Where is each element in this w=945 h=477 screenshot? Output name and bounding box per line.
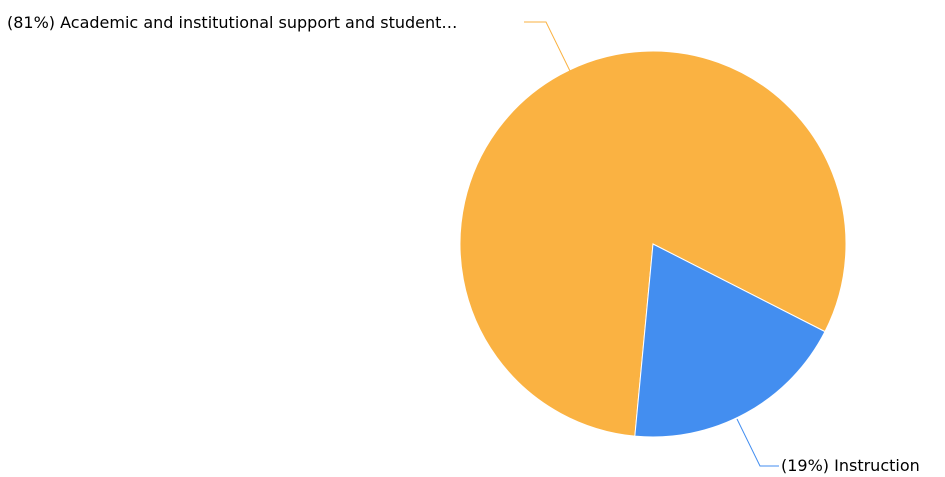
pie-slices [459,50,847,438]
pie-leader-lines [524,21,779,467]
leader-line-academic-support [524,21,571,72]
leader-line-instruction [736,418,779,467]
pie-labels: (81%) Academic and institutional support… [7,13,920,475]
slice-label-academic-support: (81%) Academic and institutional support… [7,13,457,32]
slice-label-instruction: (19%) Instruction [781,456,920,475]
pie-slice-instruction [634,243,826,438]
